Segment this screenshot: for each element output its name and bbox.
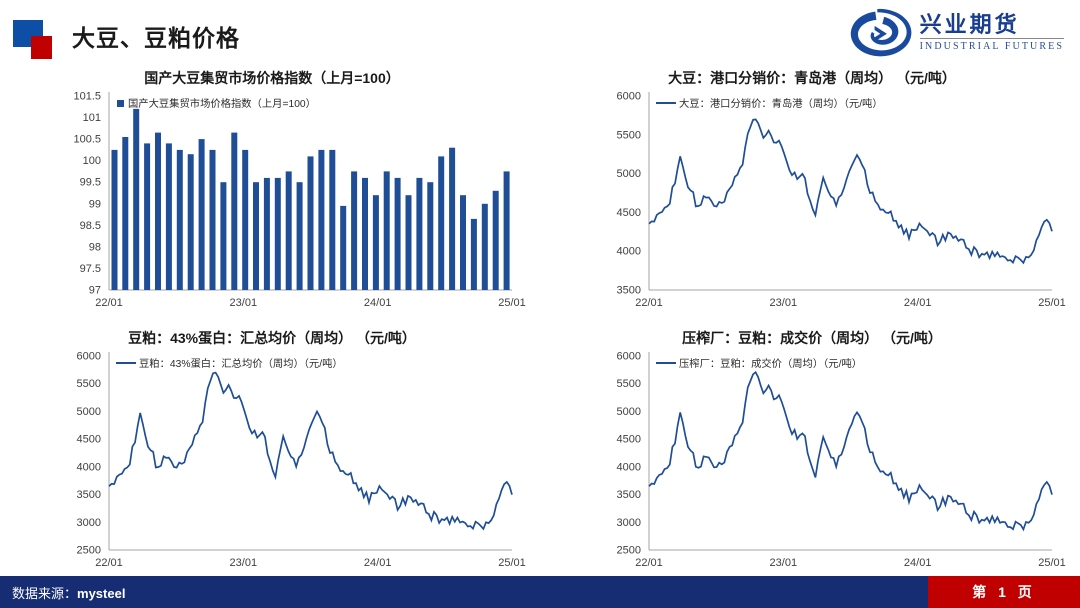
svg-text:101: 101 — [83, 112, 101, 124]
svg-text:99: 99 — [89, 198, 101, 210]
svg-text:25/01: 25/01 — [1038, 297, 1066, 309]
svg-text:国产大豆集贸市场价格指数（上月=100）: 国产大豆集贸市场价格指数（上月=100） — [128, 97, 316, 110]
svg-text:23/01: 23/01 — [230, 297, 258, 309]
svg-text:97.5: 97.5 — [80, 263, 101, 275]
svg-text:101.5: 101.5 — [73, 91, 101, 103]
svg-text:4000: 4000 — [77, 461, 101, 473]
svg-text:22/01: 22/01 — [95, 557, 123, 569]
svg-text:5500: 5500 — [617, 378, 641, 390]
svg-text:6000: 6000 — [617, 351, 641, 363]
svg-text:99.5: 99.5 — [80, 177, 101, 189]
svg-text:98: 98 — [89, 241, 101, 253]
svg-text:6000: 6000 — [617, 91, 641, 103]
svg-text:3500: 3500 — [617, 285, 641, 297]
svg-text:5000: 5000 — [77, 406, 101, 418]
svg-text:5000: 5000 — [617, 406, 641, 418]
svg-text:2500: 2500 — [77, 545, 101, 557]
svg-text:24/01: 24/01 — [364, 297, 392, 309]
svg-text:4000: 4000 — [617, 246, 641, 258]
svg-text:24/01: 24/01 — [364, 557, 392, 569]
svg-text:22/01: 22/01 — [635, 557, 663, 569]
svg-text:23/01: 23/01 — [230, 557, 258, 569]
svg-text:97: 97 — [89, 285, 101, 297]
svg-text:100.5: 100.5 — [73, 134, 101, 146]
svg-text:5500: 5500 — [617, 129, 641, 141]
svg-text:25/01: 25/01 — [498, 297, 526, 309]
svg-text:2500: 2500 — [617, 545, 641, 557]
svg-text:98.5: 98.5 — [80, 220, 101, 232]
svg-text:5500: 5500 — [77, 378, 101, 390]
svg-text:4500: 4500 — [617, 207, 641, 219]
svg-text:22/01: 22/01 — [635, 297, 663, 309]
svg-text:23/01: 23/01 — [770, 557, 798, 569]
svg-text:24/01: 24/01 — [904, 297, 932, 309]
svg-text:豆粕：43%蛋白：汇总均价（周均）（元/吨）: 豆粕：43%蛋白：汇总均价（周均）（元/吨） — [139, 357, 343, 370]
svg-text:22/01: 22/01 — [95, 297, 123, 309]
svg-text:3000: 3000 — [617, 517, 641, 529]
svg-text:大豆：港口分销价：青岛港（周均）（元/吨）: 大豆：港口分销价：青岛港（周均）（元/吨） — [679, 97, 883, 110]
svg-text:4500: 4500 — [617, 434, 641, 446]
svg-text:4500: 4500 — [77, 434, 101, 446]
svg-text:25/01: 25/01 — [1038, 557, 1066, 569]
svg-text:25/01: 25/01 — [498, 557, 526, 569]
svg-text:3000: 3000 — [77, 517, 101, 529]
svg-text:压榨厂：豆粕：成交价（周均）（元/吨）: 压榨厂：豆粕：成交价（周均）（元/吨） — [679, 357, 862, 370]
svg-text:23/01: 23/01 — [770, 297, 798, 309]
svg-text:6000: 6000 — [77, 351, 101, 363]
svg-text:4000: 4000 — [617, 461, 641, 473]
svg-text:3500: 3500 — [617, 489, 641, 501]
svg-text:5000: 5000 — [617, 168, 641, 180]
svg-text:3500: 3500 — [77, 489, 101, 501]
svg-text:100: 100 — [83, 155, 101, 167]
svg-text:24/01: 24/01 — [904, 557, 932, 569]
